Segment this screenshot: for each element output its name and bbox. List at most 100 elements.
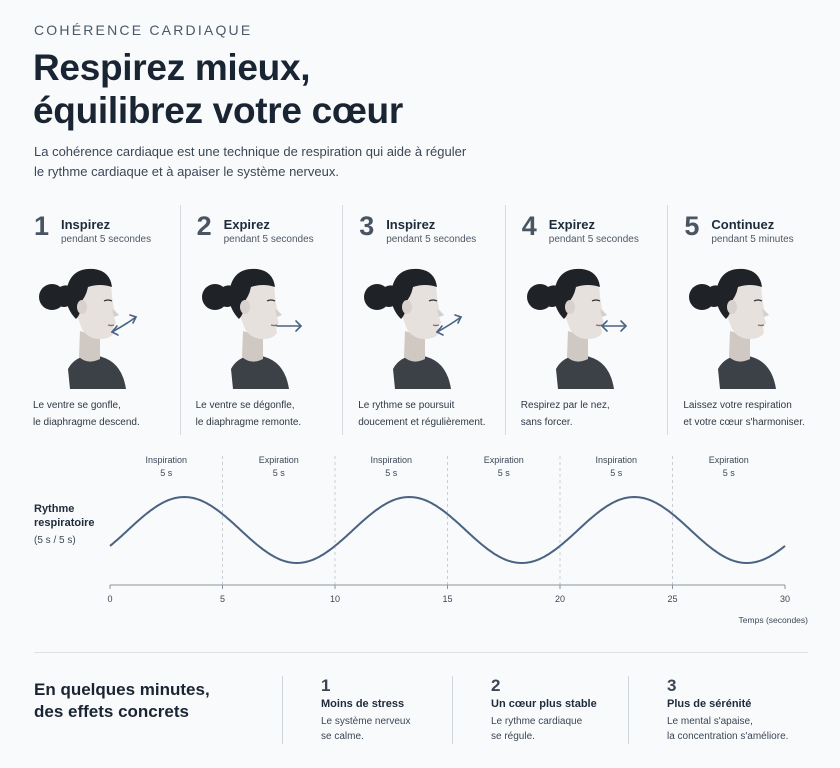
x-tick-label: 20 xyxy=(555,594,565,604)
effect-item-1: 1 Moins de stress Le système nerveux se cal… xyxy=(282,676,462,744)
step-description: Le ventre se dégonfle, le diaphragme remo… xyxy=(196,397,346,431)
step-desc-line-2: sans forcer. xyxy=(520,417,573,428)
step-1: 1 Inspirez pendant 5 secondes Le ventre se … xyxy=(18,205,180,435)
y-label-line-2: respiratoire xyxy=(34,517,95,529)
x-tick-label: 0 xyxy=(107,594,112,604)
woman-profile-icon xyxy=(201,268,302,389)
phase-label: Expiration xyxy=(709,455,749,465)
x-tick-label: 15 xyxy=(442,594,452,604)
step-number: 2 xyxy=(196,211,212,241)
x-tick-label: 25 xyxy=(667,594,677,604)
step-number: 5 xyxy=(684,211,700,241)
effect-title: Un cœur plus stable xyxy=(491,698,597,710)
effect-desc-line-2: se calme. xyxy=(321,731,364,742)
effects-title-line-1: En quelques minutes, xyxy=(34,680,210,699)
step-desc-line-1: Laissez votre respiration xyxy=(683,400,792,411)
effects-title: En quelques minutes, des effets concrets xyxy=(34,679,210,723)
woman-profile-icon xyxy=(39,268,138,389)
section-divider xyxy=(34,652,808,653)
y-label-unit: (5 s / 5 s) xyxy=(34,535,76,546)
step-title: Inspirez xyxy=(61,217,111,232)
step-number: 1 xyxy=(34,211,50,241)
step-duration: pendant 5 minutes xyxy=(711,234,794,245)
eyebrow-label: COHÉRENCE CARDIAQUE xyxy=(34,22,253,38)
effect-description: Le rythme cardiaque se régule. xyxy=(491,714,582,744)
effect-title: Moins de stress xyxy=(321,698,405,710)
effect-desc-line-1: Le mental s'apaise, xyxy=(667,716,753,727)
phase-duration: 5 s xyxy=(723,468,736,478)
phase-duration: 5 s xyxy=(610,468,623,478)
step-3: 3 Inspirez pendant 5 secondes Le rythme se … xyxy=(342,205,505,435)
step-title: Expirez xyxy=(548,217,596,232)
effect-desc-line-2: se régule. xyxy=(491,731,535,742)
effect-number: 1 xyxy=(321,676,331,695)
phase-label: Expiration xyxy=(484,455,524,465)
x-tick-label: 5 xyxy=(220,594,225,604)
page-title: Respirez mieux, équilibrez votre cœur xyxy=(33,46,403,132)
step-2: 2 Expirez pendant 5 secondes Le ventre se d… xyxy=(179,205,346,435)
effect-number: 2 xyxy=(491,676,501,695)
step-description: Respirez par le nez, sans forcer. xyxy=(521,397,671,431)
effect-item-2: 2 Un cœur plus stable Le rythme cardiaque s… xyxy=(452,676,632,744)
lead-line-1: La cohérence cardiaque est une technique… xyxy=(34,144,467,159)
step-desc-line-1: Le rythme se poursuit xyxy=(358,400,455,411)
phase-label: Inspiration xyxy=(145,455,187,465)
double-arrow-icon xyxy=(600,320,627,332)
step-duration: pendant 5 secondes xyxy=(61,234,152,245)
chart-y-label: Rythme respiratoire (5 s / 5 s) xyxy=(34,502,95,548)
effect-title: Plus de sérénité xyxy=(667,698,752,710)
effect-description: Le système nerveux se calme. xyxy=(321,714,411,744)
phase-label: Inspiration xyxy=(370,455,412,465)
step-description: Laissez votre respiration et votre cœur s… xyxy=(683,397,833,431)
step-desc-line-2: et votre cœur s'harmoniser. xyxy=(683,417,805,428)
x-tick-label: 30 xyxy=(780,594,790,604)
title-line-1: Respirez mieux, xyxy=(33,47,311,88)
effects-title-line-2: des effets concrets xyxy=(34,702,189,721)
step-desc-line-2: le diaphragme remonte. xyxy=(195,417,302,428)
x-tick-label: 10 xyxy=(330,594,340,604)
step-number: 3 xyxy=(359,211,375,241)
step-5: 5 Continuez pendant 5 minutes Laissez votre… xyxy=(667,205,830,435)
phase-label: Expiration xyxy=(259,455,299,465)
effect-item-3: 3 Plus de sérénité Le mental s'apaise, la c… xyxy=(628,676,808,744)
lead-line-2: le rythme cardiaque et à apaiser le syst… xyxy=(34,164,339,179)
step-description: Le ventre se gonfle, le diaphragme descen… xyxy=(33,397,183,431)
curved-inhale-arrow-icon xyxy=(110,314,138,336)
effect-number: 3 xyxy=(667,676,677,695)
phase-label: Inspiration xyxy=(595,455,637,465)
step-duration: pendant 5 secondes xyxy=(548,234,639,245)
step-desc-line-1: Respirez par le nez, xyxy=(520,400,610,411)
woman-profile-icon xyxy=(689,268,777,389)
step-desc-line-1: Le ventre se dégonfle, xyxy=(195,400,295,411)
woman-profile-icon xyxy=(526,268,627,389)
breathing-rhythm-chart: Inspiration 5 s Expiration 5 s Inspiration 5 … xyxy=(107,455,809,625)
step-desc-line-2: doucement et régulièrement. xyxy=(358,417,486,428)
breathing-wave-line xyxy=(109,495,786,565)
phase-duration: 5 s xyxy=(160,468,173,478)
phase-duration: 5 s xyxy=(273,468,286,478)
lead-text: La cohérence cardiaque est une technique… xyxy=(34,142,514,182)
x-axis-label: Temps (secondes) xyxy=(739,615,809,625)
effect-desc-line-2: la concentration s'améliore. xyxy=(667,731,789,742)
step-desc-line-2: le diaphragme descend. xyxy=(33,417,140,428)
phase-duration: 5 s xyxy=(498,468,511,478)
step-title: Continuez xyxy=(711,217,775,232)
step-title: Inspirez xyxy=(386,217,436,232)
curved-inhale-arrow-icon xyxy=(435,314,463,336)
phase-duration: 5 s xyxy=(385,468,398,478)
effect-description: Le mental s'apaise, la concentration s'am… xyxy=(667,714,788,744)
step-duration: pendant 5 secondes xyxy=(386,234,477,245)
effect-desc-line-1: Le rythme cardiaque xyxy=(491,716,583,727)
breathing-steps: 1 Inspirez pendant 5 secondes Le ventre se … xyxy=(18,205,830,435)
straight-exhale-arrow-icon xyxy=(275,320,302,332)
y-label-line-1: Rythme xyxy=(34,503,75,515)
step-number: 4 xyxy=(521,211,537,241)
step-title: Expirez xyxy=(223,217,270,232)
effect-desc-line-1: Le système nerveux xyxy=(321,716,411,727)
woman-profile-icon xyxy=(364,268,463,389)
step-duration: pendant 5 secondes xyxy=(223,234,314,245)
step-desc-line-1: Le ventre se gonfle, xyxy=(33,400,121,411)
title-line-2: équilibrez votre cœur xyxy=(33,90,403,131)
step-description: Le rythme se poursuit doucement et réguli… xyxy=(358,397,508,431)
step-4: 4 Expirez pendant 5 secondes Respirez par l… xyxy=(504,205,671,435)
